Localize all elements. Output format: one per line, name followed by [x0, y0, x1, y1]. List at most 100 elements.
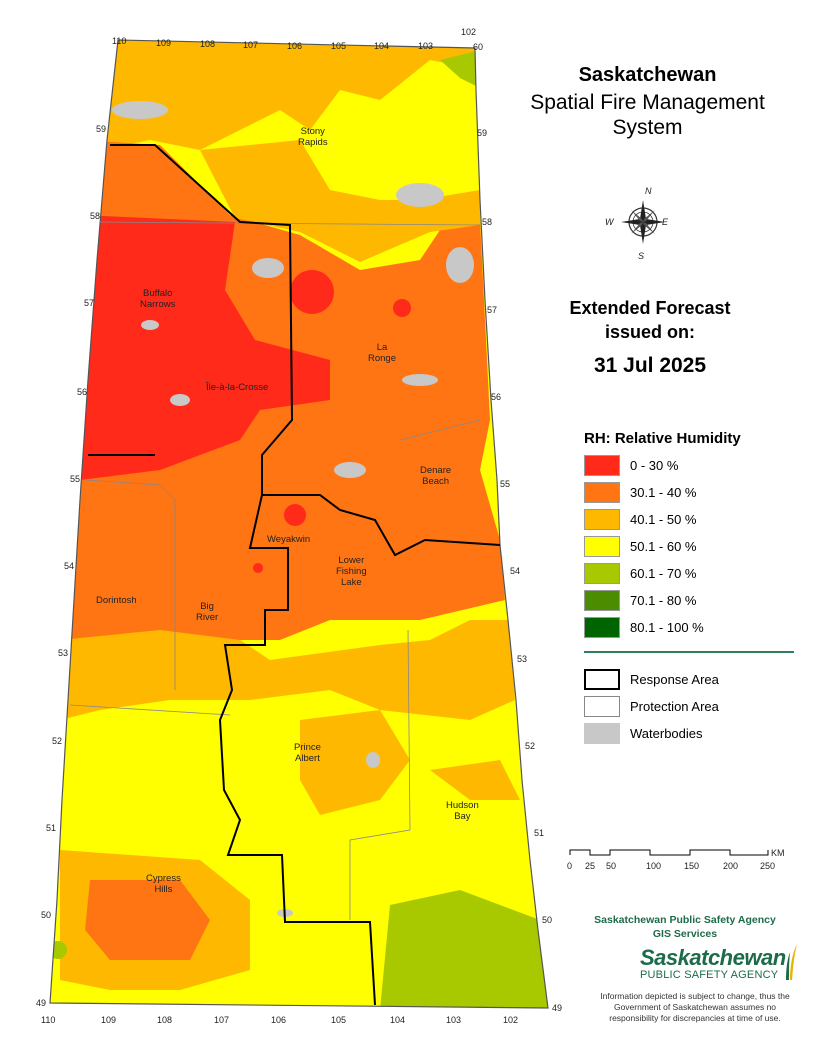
legend-class-label: 0 - 30 %	[630, 457, 679, 473]
protection-area-lines	[69, 221, 481, 920]
legend-class-label: 60.1 - 70 %	[630, 565, 697, 581]
place-label: La Ronge	[368, 342, 396, 364]
latitude-right-label: 58	[482, 217, 493, 227]
legend-waterbodies: Waterbodies	[584, 722, 703, 744]
legend-class-swatch	[584, 616, 620, 638]
longitude-top-label: 110	[112, 36, 127, 46]
place-label: Hudson Bay	[446, 800, 479, 822]
logo-wordmark: Saskatchewan	[640, 945, 786, 970]
place-label: Dorintosh	[96, 595, 137, 606]
latitude-left-label: 53	[58, 648, 69, 658]
legend-class-row: 40.1 - 50 %	[584, 508, 697, 530]
latitude-left-label: 52	[52, 736, 63, 746]
scale-tick-label: 250	[760, 861, 776, 871]
latitude-left-label: 56	[77, 387, 88, 397]
longitude-bottom-label: 110	[41, 1015, 56, 1025]
legend-class-row: 80.1 - 100 %	[584, 616, 704, 638]
longitude-top-label: 104	[374, 41, 390, 51]
longitude-bottom-label: 108	[157, 1015, 173, 1025]
forecast-date: 31 Jul 2025	[593, 354, 707, 377]
response-area-label: Response Area	[630, 671, 719, 687]
compass-rose-icon	[621, 200, 665, 244]
legend-class-row: 70.1 - 80 %	[584, 589, 697, 611]
subtitle-line-2: System	[612, 116, 683, 139]
response-area-swatch	[584, 668, 620, 690]
longitude-top-label: 103	[418, 41, 434, 51]
longitude-top-label: 102	[461, 27, 477, 37]
legend-class-swatch	[584, 535, 620, 557]
legend-separator	[584, 651, 794, 653]
forecast-heading-line-2: issued on:	[604, 322, 695, 342]
scale-tick-label: 0	[567, 861, 573, 871]
scale-tick-label: 150	[684, 861, 700, 871]
latitude-right-label: 49	[552, 1003, 563, 1013]
legend-title: RH: Relative Humidity	[584, 430, 741, 447]
legend-class-label: 80.1 - 100 %	[630, 619, 704, 635]
latitude-right-label: 59	[477, 128, 488, 138]
latitude-right-label: 55	[500, 479, 511, 489]
latitude-left-label: 49	[36, 998, 47, 1008]
longitude-bottom-label: 109	[101, 1015, 117, 1025]
longitude-top-label: 108	[200, 39, 216, 49]
latitude-right-label: 51	[534, 828, 545, 838]
compass-north-label: N	[645, 186, 652, 196]
longitude-bottom-label: 103	[446, 1015, 462, 1025]
longitude-top-label: 109	[156, 38, 172, 48]
subtitle-line-1: Spatial Fire Management	[530, 91, 765, 114]
latitude-60-label: 60	[473, 42, 484, 52]
response-area-lines	[88, 144, 501, 1006]
compass-west-label: W	[605, 217, 614, 227]
legend-class-swatch	[584, 508, 620, 530]
legend-class-row: 60.1 - 70 %	[584, 562, 697, 584]
map-subtitle: Spatial Fire Management System	[500, 90, 795, 140]
latitude-left-label: 55	[70, 474, 81, 484]
place-label: Denare Beach	[420, 465, 452, 487]
scale-tick-label: 25	[585, 861, 596, 871]
latitude-right-label: 52	[525, 741, 536, 751]
logo-subtitle: PUBLIC SAFETY AGENCY	[640, 969, 779, 981]
agency-name: Saskatchewan Public Safety Agency	[594, 914, 776, 926]
latitude-right-label: 57	[487, 305, 498, 315]
latitude-right-label: 50	[542, 915, 553, 925]
place-label: Buffalo Narrows	[140, 288, 176, 310]
latitude-right-label: 53	[517, 654, 528, 664]
legend-class-swatch	[584, 454, 620, 476]
protection-area-swatch	[584, 695, 620, 717]
disclaimer: Information depicted is subject to chang…	[600, 991, 790, 1023]
place-label: Prince Albert	[294, 742, 321, 764]
protection-area-label: Protection Area	[630, 698, 719, 714]
rh-zones	[50, 40, 548, 1008]
scale-tick-label: 50	[606, 861, 617, 871]
legend-class-row: 30.1 - 40 %	[584, 481, 697, 503]
legend-response-area: Response Area	[584, 668, 719, 690]
longitude-bottom-label: 105	[331, 1015, 347, 1025]
longitude-bottom-label: 107	[214, 1015, 230, 1025]
scale-bar	[569, 849, 769, 856]
latitude-right-label: 54	[510, 566, 521, 576]
waterbodies-label: Waterbodies	[630, 725, 703, 741]
latitude-left-label: 50	[41, 910, 52, 920]
legend-class-label: 50.1 - 60 %	[630, 538, 697, 554]
place-label: Cypress Hills	[146, 873, 181, 895]
latitude-left-label: 54	[64, 561, 75, 571]
waterbodies-swatch	[584, 722, 620, 744]
legend-class-label: 70.1 - 80 %	[630, 592, 697, 608]
compass-south-label: S	[638, 251, 645, 261]
legend-class-row: 0 - 30 %	[584, 454, 678, 476]
longitude-bottom-label: 106	[271, 1015, 287, 1025]
wheat-logo-icon	[786, 944, 797, 980]
legend-class-label: 40.1 - 50 %	[630, 511, 697, 527]
waterbodies	[112, 101, 474, 917]
legend-class-swatch	[584, 481, 620, 503]
legend-class-label: 30.1 - 40 %	[630, 484, 697, 500]
compass-east-label: E	[662, 217, 669, 227]
forecast-heading: Extended Forecast issued on:	[535, 296, 765, 344]
scale-tick-label: 200	[723, 861, 739, 871]
agency-department: GIS Services	[652, 928, 718, 940]
legend-class-swatch	[584, 562, 620, 584]
place-label: Lower Fishing Lake	[336, 555, 367, 588]
longitude-top-label: 106	[287, 41, 303, 51]
forecast-heading-line-1: Extended Forecast	[569, 298, 731, 318]
latitude-left-label: 59	[96, 124, 107, 134]
